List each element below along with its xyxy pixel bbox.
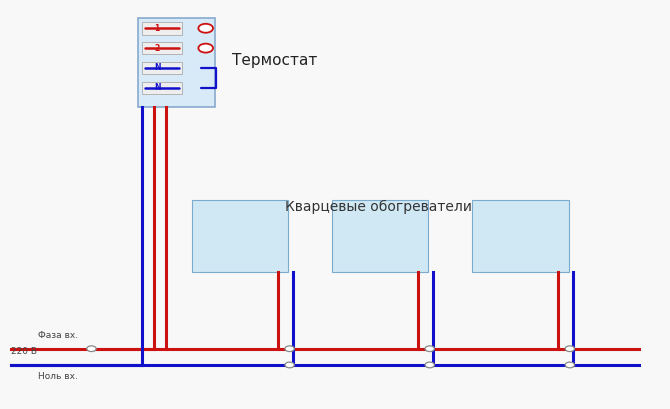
Text: Фаза вх.: Фаза вх. bbox=[38, 331, 78, 340]
Bar bbox=[142, 81, 182, 94]
Bar bbox=[192, 200, 288, 272]
Circle shape bbox=[285, 362, 294, 368]
Circle shape bbox=[87, 346, 96, 352]
Bar bbox=[142, 62, 182, 74]
Bar bbox=[138, 18, 215, 107]
Text: 2: 2 bbox=[155, 44, 159, 53]
Text: Ноль вх.: Ноль вх. bbox=[38, 372, 78, 381]
Circle shape bbox=[565, 346, 575, 352]
Text: 220 В: 220 В bbox=[11, 347, 38, 356]
Bar bbox=[142, 42, 182, 54]
Circle shape bbox=[425, 362, 434, 368]
Text: N: N bbox=[154, 63, 160, 72]
Bar bbox=[142, 22, 182, 34]
Circle shape bbox=[198, 24, 213, 33]
Text: Термостат: Термостат bbox=[232, 53, 317, 68]
Circle shape bbox=[425, 346, 434, 352]
Text: 1: 1 bbox=[155, 24, 159, 33]
Text: Кварцевые обогреватели: Кварцевые обогреватели bbox=[285, 200, 472, 213]
Circle shape bbox=[198, 44, 213, 53]
Text: N: N bbox=[154, 83, 160, 92]
Circle shape bbox=[565, 362, 575, 368]
Bar bbox=[472, 200, 569, 272]
Circle shape bbox=[285, 346, 294, 352]
Bar bbox=[332, 200, 428, 272]
